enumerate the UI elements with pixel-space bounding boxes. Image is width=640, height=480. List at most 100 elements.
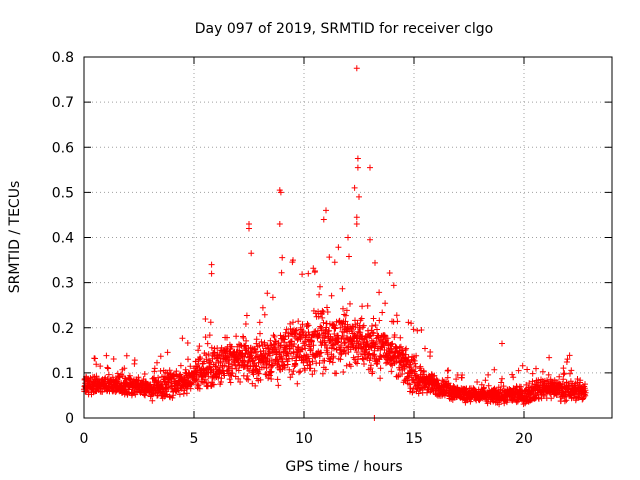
data-point (411, 368, 418, 375)
data-point (318, 349, 325, 356)
data-point (546, 354, 553, 361)
data-point (563, 397, 570, 404)
data-point (292, 362, 299, 368)
data-point (202, 376, 208, 383)
data-point (379, 309, 386, 316)
data-point (221, 372, 228, 379)
x-tick-label: 5 (190, 431, 199, 447)
data-point (237, 342, 244, 349)
data-point (141, 371, 148, 377)
data-point (354, 360, 361, 367)
y-tick-label: 0.7 (52, 95, 74, 111)
data-point (224, 334, 230, 341)
data-point (245, 376, 252, 383)
data-point (548, 395, 555, 402)
data-point (453, 376, 460, 383)
data-point (182, 366, 189, 373)
data-point (256, 319, 263, 326)
data-point (252, 382, 259, 389)
data-point (268, 368, 275, 375)
data-point (356, 193, 362, 200)
data-point (412, 360, 418, 367)
data-point (300, 328, 307, 334)
y-tick-label: 0.1 (52, 366, 74, 382)
data-point (277, 343, 284, 349)
data-point (302, 367, 308, 373)
data-point (177, 362, 184, 369)
data-point (258, 338, 265, 345)
data-point (341, 340, 348, 347)
data-point (560, 371, 567, 378)
data-point (563, 359, 570, 365)
data-point (367, 332, 373, 339)
data-point (369, 351, 376, 358)
data-point (306, 359, 313, 365)
data-point (377, 365, 384, 372)
data-point (208, 261, 215, 268)
data-point (240, 358, 247, 364)
data-point (307, 365, 314, 372)
data-point (237, 379, 244, 385)
data-point (353, 349, 360, 356)
data-point (185, 356, 191, 363)
data-point (256, 342, 263, 349)
data-point (485, 382, 492, 389)
data-point (226, 367, 233, 373)
x-tick-label: 20 (515, 431, 533, 447)
data-point (267, 337, 274, 344)
data-point (414, 327, 421, 334)
data-point (319, 370, 326, 377)
data-point (367, 355, 374, 361)
data-point (184, 340, 191, 346)
data-point (290, 257, 296, 264)
data-point (257, 376, 264, 383)
data-point (315, 333, 322, 339)
x-tick-label: 10 (295, 431, 313, 447)
data-point (187, 363, 194, 370)
data-point (93, 361, 100, 368)
data-point (210, 381, 217, 388)
data-point (377, 375, 384, 382)
data-point (351, 184, 358, 191)
data-point (509, 371, 516, 378)
data-point (484, 400, 491, 407)
data-point (321, 357, 328, 364)
data-point (166, 393, 173, 400)
data-point (226, 376, 233, 383)
data-point (259, 304, 266, 311)
data-point (295, 318, 302, 325)
data-point (261, 341, 268, 348)
data-point (405, 354, 412, 361)
data-point (142, 392, 148, 399)
data-point (110, 356, 117, 362)
data-point (335, 334, 342, 341)
data-point (343, 362, 350, 369)
data-point (309, 358, 316, 365)
data-point (183, 390, 190, 397)
data-point (240, 334, 247, 341)
data-point (519, 362, 526, 369)
y-tick-label: 0.3 (52, 276, 74, 292)
data-point (330, 321, 337, 328)
data-point (408, 320, 415, 327)
data-point (268, 376, 275, 382)
data-point (315, 313, 322, 320)
y-tick-label: 0.2 (52, 321, 74, 337)
data-point (339, 285, 346, 292)
data-point (403, 345, 410, 352)
data-point (241, 354, 248, 360)
data-point (277, 332, 284, 339)
data-point (290, 319, 296, 326)
data-point (233, 333, 240, 340)
data-point (277, 189, 284, 196)
data-point (535, 395, 542, 402)
data-point (243, 337, 250, 344)
data-point (444, 367, 451, 374)
data-point (281, 336, 288, 343)
data-point (221, 362, 228, 369)
data-point (369, 368, 376, 375)
data-point (208, 270, 215, 277)
data-point (317, 283, 323, 290)
data-point (276, 350, 283, 356)
data-point (510, 374, 517, 381)
